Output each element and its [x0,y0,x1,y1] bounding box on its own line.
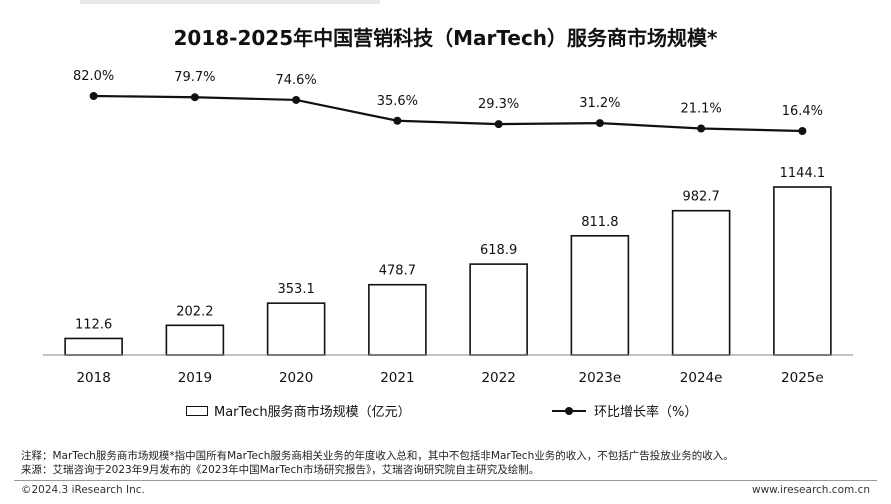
x-tick-label: 2018 [76,370,110,386]
growth-rate-label: 21.1% [680,101,721,116]
footer-copyright: ©2024.3 iResearch Inc. [21,484,145,496]
growth-rate-point [89,92,98,100]
x-tick-label: 2023e [579,370,622,386]
growth-rate-label: 16.4% [782,104,823,119]
growth-rate-point [292,95,301,104]
bar-value-label: 982.7 [683,190,720,205]
legend-bar-swatch [186,405,208,416]
bar [773,186,832,356]
bar-value-label: 202.2 [176,304,213,319]
x-tick-label: 2021 [380,370,414,386]
footer-website: www.iresearch.com.cn [751,484,870,496]
growth-rate-label: 35.6% [377,94,418,109]
bar [570,234,630,356]
source-line: 来源：艾瑞咨询于2023年9月发布的《2023年中国MarTech市场研究报告》… [21,464,540,476]
legend-line: 环比增长率（%） [552,401,697,420]
bar [469,263,528,356]
bar-value-label: 618.9 [480,243,517,258]
footer-divider [14,480,877,481]
bar [368,283,427,356]
legend-bar-label: MarTech服务商市场规模（亿元） [214,405,411,420]
note-line: 注释：MarTech服务商市场规模*指中国所有MarTech服务商相关业务的年度… [21,450,734,462]
bar-value-label: 353.1 [278,282,315,297]
growth-rate-point [190,93,199,102]
growth-rate-point [393,116,402,125]
chart-canvas: 112.6 2018 202.2 2019 353.1 2020 478.7 2021 618.… [43,69,853,386]
x-tick-label: 2019 [178,370,212,386]
notes: 注释：MarTech服务商市场规模*指中国所有MarTech服务商相关业务的年度… [21,449,734,477]
x-tick-label: 2025e [781,370,824,386]
growth-rate-label: 79.7% [174,70,215,85]
growth-rate-point [798,127,807,135]
x-tick-label: 2020 [279,370,313,386]
bar [165,324,225,356]
bar-value-label: 811.8 [581,215,618,230]
growth-rate-label: 82.0% [73,69,114,84]
bar-value-label: 1144.1 [780,166,826,181]
bar [266,302,326,356]
growth-rate-label: 74.6% [275,73,316,88]
legend-bar: MarTech服务商市场规模（亿元） [186,401,411,420]
growth-rate-label: 29.3% [478,97,519,112]
growth-rate-line [93,94,803,133]
growth-rate-point [494,120,503,129]
bar [64,337,123,356]
bar-value-label: 112.6 [75,317,112,332]
chart-title: 2018-2025年中国营销科技（MarTech）服务商市场规模* [173,26,718,50]
growth-rate-point [595,119,604,128]
x-tick-label: 2024e [680,370,723,386]
legend-line-label: 环比增长率（%） [594,405,698,420]
x-tick-label: 2022 [481,370,515,386]
bar [671,209,731,356]
bar-value-label: 478.7 [379,264,416,279]
top-cropped-strip [80,0,380,4]
growth-rate-label: 31.2% [579,96,620,111]
growth-rate-point [697,124,706,133]
legend-line-swatch [552,406,586,416]
